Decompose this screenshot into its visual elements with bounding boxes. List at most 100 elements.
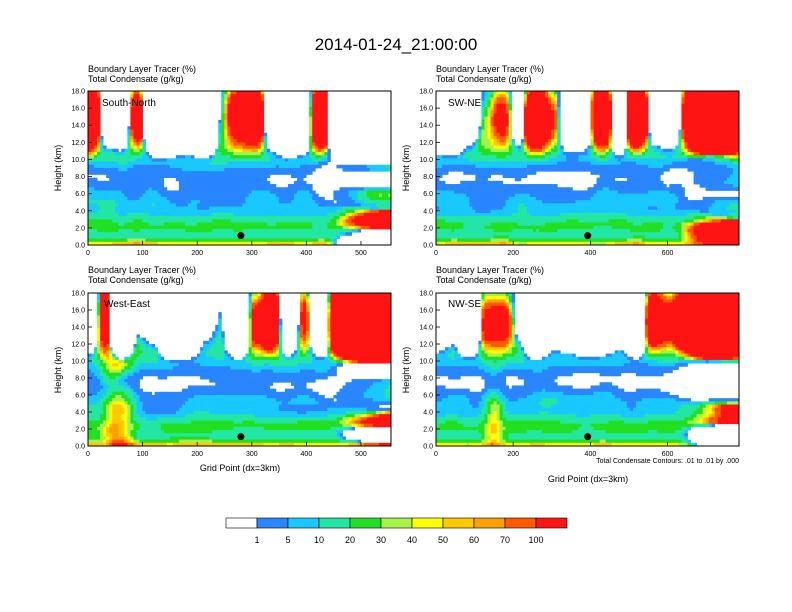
field-cell: [729, 180, 734, 185]
field-cell: [535, 113, 540, 118]
field-cell: [529, 129, 534, 134]
field-cell: [639, 123, 643, 127]
field-cell: [203, 235, 207, 239]
field-cell: [526, 132, 531, 137]
field-cell: [587, 164, 591, 169]
field-cell: [312, 212, 316, 217]
field-cell: [257, 119, 262, 124]
field-cell: [545, 132, 549, 137]
field-cell: [266, 190, 271, 195]
field-cell: [566, 155, 570, 159]
field-cell: [257, 123, 262, 127]
field-cell: [611, 168, 616, 172]
field-cell: [684, 151, 688, 156]
field-cell: [97, 94, 101, 98]
field-cell: [690, 158, 694, 162]
field-cell: [130, 132, 134, 137]
field-cell: [333, 190, 337, 195]
field-cell: [723, 151, 728, 156]
field-cell: [675, 155, 679, 159]
field-cell: [696, 129, 701, 134]
field-cell: [548, 110, 552, 114]
field-cell: [224, 123, 228, 127]
field-cell: [221, 168, 225, 172]
field-cell: [626, 107, 631, 111]
field-cell: [260, 232, 265, 236]
field-cell: [251, 187, 256, 191]
field-cell: [224, 219, 228, 223]
field-cell: [272, 225, 277, 230]
field-cell: [545, 139, 549, 143]
field-cell: [548, 161, 552, 166]
field-cell: [306, 155, 310, 159]
field-cell: [151, 241, 156, 246]
field-cell: [442, 180, 446, 185]
field-cell: [91, 100, 95, 105]
field-cell: [303, 212, 307, 217]
field-cell: [112, 209, 116, 214]
field-cell: [230, 225, 234, 230]
field-cell: [291, 187, 295, 191]
field-cell: [487, 97, 491, 102]
field-cell: [181, 168, 186, 172]
field-cell: [175, 235, 180, 239]
field-cell: [200, 196, 204, 201]
field-cell: [557, 91, 561, 95]
field-cell: [175, 228, 180, 233]
field-cell: [590, 110, 594, 114]
field-cell: [629, 119, 634, 124]
field-cell: [714, 100, 719, 105]
field-cell: [318, 196, 322, 201]
field-cell: [248, 123, 253, 127]
field-cell: [145, 164, 149, 169]
field-cell: [602, 132, 607, 137]
field-cell: [548, 113, 552, 118]
field-cell: [557, 145, 561, 150]
field-cell: [520, 161, 525, 166]
field-cell: [575, 168, 579, 172]
field-cell: [260, 196, 265, 201]
field-cell: [94, 209, 98, 214]
field-cell: [696, 91, 701, 95]
field-cell: [593, 97, 597, 102]
field-cell: [672, 161, 676, 166]
field-cell: [236, 132, 240, 137]
field-cell: [184, 187, 189, 191]
field-cell: [717, 158, 722, 162]
field-cell: [157, 171, 162, 175]
field-cell: [166, 171, 171, 175]
field-cell: [551, 103, 555, 108]
field-cell: [342, 219, 346, 223]
field-cell: [100, 142, 104, 146]
field-cell: [242, 91, 246, 95]
field-cell: [472, 151, 476, 156]
field-cell: [187, 190, 192, 195]
field-cell: [523, 174, 528, 179]
field-cell: [526, 158, 531, 162]
field-cell: [502, 100, 507, 105]
field-cell: [236, 225, 240, 230]
field-cell: [263, 161, 268, 166]
field-cell: [245, 139, 249, 143]
field-cell: [224, 171, 228, 175]
field-cell: [330, 232, 334, 236]
field-cell: [729, 142, 734, 146]
field-cell: [212, 193, 216, 198]
field-cell: [297, 235, 301, 239]
field-cell: [109, 196, 113, 201]
field-cell: [726, 155, 731, 159]
field-cell: [130, 187, 134, 191]
field-cell: [203, 164, 207, 169]
field-cell: [639, 135, 643, 140]
field-cell: [487, 91, 491, 95]
field-cell: [717, 123, 722, 127]
field-cell: [227, 203, 231, 207]
field-cell: [642, 151, 646, 156]
field-cell: [178, 184, 183, 188]
field-cell: [157, 174, 162, 179]
field-cell: [139, 158, 143, 162]
field-cell: [378, 164, 383, 169]
field-cell: [318, 148, 322, 153]
field-cell: [124, 241, 128, 246]
field-cell: [233, 145, 237, 150]
